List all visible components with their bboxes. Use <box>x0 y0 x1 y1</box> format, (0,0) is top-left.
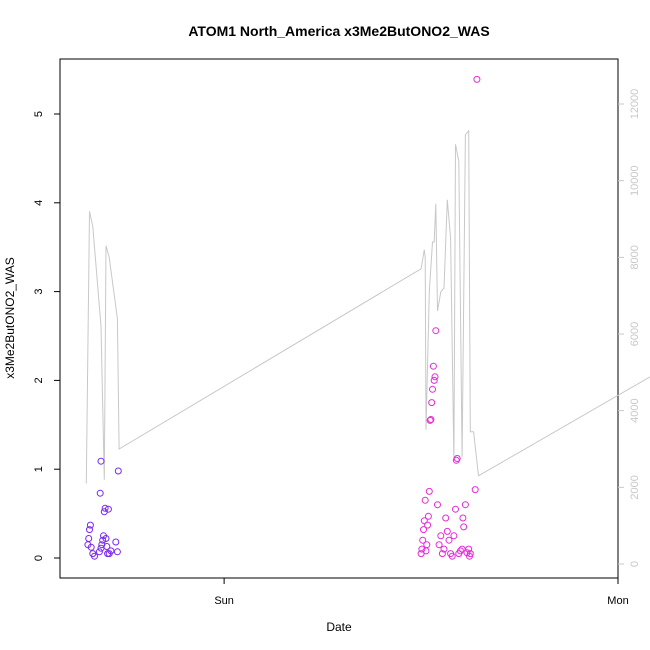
y2-tick-label: 0 <box>629 561 641 567</box>
data-point <box>91 552 98 560</box>
x-tick-label: Sun <box>214 595 234 607</box>
data-point <box>96 489 104 497</box>
line-series <box>85 129 650 484</box>
data-point <box>113 548 121 556</box>
data-point <box>434 501 441 509</box>
data-point <box>428 399 436 407</box>
data-point <box>465 545 473 553</box>
data-point <box>102 535 110 542</box>
data-point <box>438 550 446 558</box>
data-point <box>103 543 111 550</box>
y2-tick-label: 4000 <box>629 398 641 422</box>
data-point <box>435 541 443 549</box>
x-axis-label: Date <box>326 620 352 634</box>
data-point <box>423 541 431 549</box>
data-point <box>85 535 93 542</box>
y-tick-label: 1 <box>33 466 45 472</box>
y2-tick-label: 6000 <box>629 322 641 346</box>
data-point <box>99 536 107 544</box>
data-point <box>430 376 438 384</box>
data-point <box>466 550 474 558</box>
data-point <box>432 327 440 335</box>
data-point <box>97 457 105 465</box>
y-tick-label: 2 <box>33 377 45 383</box>
y2-tick-label: 8000 <box>629 245 641 269</box>
data-point <box>448 552 456 560</box>
data-point <box>418 545 426 553</box>
data-point <box>420 526 427 534</box>
data-point <box>443 527 451 535</box>
scatter-points-layer <box>84 75 481 560</box>
data-point <box>114 467 122 475</box>
data-point <box>458 545 466 553</box>
y-tick-label: 4 <box>33 200 45 206</box>
y2-tick-label: 10000 <box>629 165 641 196</box>
data-point <box>419 536 427 544</box>
data-point <box>453 455 461 462</box>
data-point <box>442 514 450 522</box>
x-tick-label: Mon <box>607 595 628 607</box>
line-series-layer <box>85 129 650 484</box>
data-point <box>424 512 432 520</box>
data-point <box>456 547 464 555</box>
y2-tick-label: 2000 <box>629 475 641 499</box>
y2-tick-label: 12000 <box>629 89 641 120</box>
data-point <box>429 362 437 370</box>
data-point <box>440 545 448 553</box>
data-point <box>425 487 433 495</box>
chart-title: ATOM1 North_America x3Me2ButONO2_WAS <box>188 23 489 39</box>
data-point <box>107 547 115 555</box>
data-point <box>452 505 459 513</box>
data-point <box>104 505 112 513</box>
data-point <box>101 504 109 512</box>
plot-frame <box>59 58 619 579</box>
data-point <box>95 548 103 556</box>
data-point <box>87 543 95 551</box>
y-axis-label: x3Me2ButONO2_WAS <box>3 257 17 379</box>
data-point <box>420 517 428 525</box>
data-point <box>459 514 467 522</box>
data-point <box>460 523 468 531</box>
data-point <box>461 501 469 509</box>
y-tick-label: 5 <box>33 111 45 117</box>
y-tick-label: 0 <box>33 555 45 561</box>
data-point <box>424 521 432 529</box>
data-point <box>421 496 429 504</box>
data-point <box>112 538 120 546</box>
data-point <box>86 521 94 529</box>
data-point <box>429 385 436 393</box>
data-point <box>471 486 479 494</box>
data-point <box>445 536 453 544</box>
data-point <box>86 526 93 534</box>
data-point <box>450 532 458 540</box>
y-tick-label: 3 <box>33 289 45 295</box>
data-point <box>431 373 439 381</box>
data-point <box>437 532 445 540</box>
data-point <box>473 75 481 83</box>
data-point <box>427 416 435 423</box>
data-point <box>426 416 434 424</box>
axes-layer: 012345020004000600080001000012000SunMonT… <box>33 89 641 607</box>
